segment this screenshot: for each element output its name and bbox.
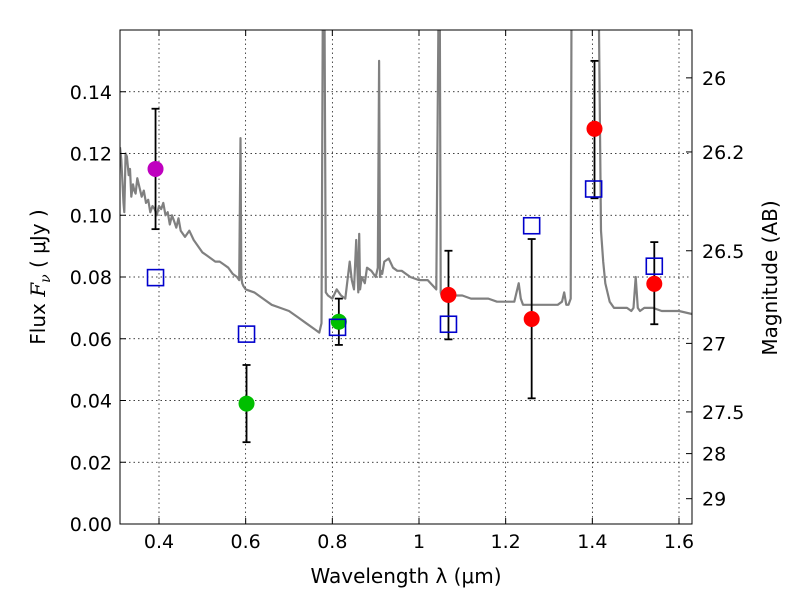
data-point (523, 310, 540, 327)
data-point (440, 286, 457, 303)
data-point (646, 275, 663, 292)
mag-tick-label: 28 (702, 444, 726, 466)
data-points (146, 120, 664, 412)
x-tick-label: 0.6 (231, 531, 261, 553)
data-point (147, 160, 164, 177)
x-tick-label: 0.8 (317, 531, 347, 553)
y-tick-label: 0.14 (70, 82, 112, 104)
x-tick-label: 1 (413, 531, 425, 553)
mag-tick-label: 26.2 (702, 142, 744, 164)
mag-tick-label: 26 (702, 68, 726, 90)
data-point (238, 395, 255, 412)
y-label-symbol: F (26, 282, 50, 298)
x-tick-label: 1.2 (491, 531, 521, 553)
model-photometry-point (328, 318, 347, 337)
data-point (330, 313, 347, 330)
mag-tick-label: 27 (702, 333, 726, 355)
model-spectrum-line (120, 30, 692, 334)
model-photometry-point (146, 268, 165, 287)
y-axis-label-right: Magnitude (AB) (758, 200, 782, 355)
model-photometry-point (237, 325, 256, 343)
y-tick-label: 0.12 (70, 144, 112, 166)
model-photometry-point (522, 216, 541, 235)
y-label-suffix: ( μJy ) (26, 209, 50, 274)
model-spectrum-layer (120, 30, 692, 334)
x-axis-label: Wavelength λ (μm) (310, 564, 501, 588)
data-point (586, 120, 603, 137)
y-tick-label: 0.06 (70, 329, 112, 351)
model-photometry-point (439, 315, 458, 334)
y-tick-label: 0.00 (70, 514, 112, 536)
x-tick-label: 0.4 (144, 531, 174, 553)
y-axis-label-left: Flux Fν ( μJy ) (26, 209, 54, 344)
y-tick-label: 0.04 (70, 391, 112, 413)
grid (120, 30, 692, 524)
y-tick-label: 0.02 (70, 452, 112, 474)
model-photometry-point (645, 257, 664, 275)
error-bars (151, 59, 659, 444)
model-photometry-point (584, 180, 603, 198)
x-tick-label: 1.4 (577, 531, 607, 553)
y-label-prefix: Flux (26, 297, 50, 345)
y-tick-label: 0.08 (70, 267, 112, 289)
mag-tick-label: 26.5 (702, 241, 744, 263)
x-tick-label: 1.6 (664, 531, 694, 553)
mag-tick-label: 29 (702, 489, 726, 511)
y-tick-label: 0.10 (70, 205, 112, 227)
mag-tick-label: 27.5 (702, 402, 744, 424)
ticks: 0.4 0.6 0.8 1 1.2 1.4 1.6 0.00 0.02 0.04 0.06 0.08 0… (70, 30, 744, 553)
y-label-subscript: ν (38, 274, 54, 283)
